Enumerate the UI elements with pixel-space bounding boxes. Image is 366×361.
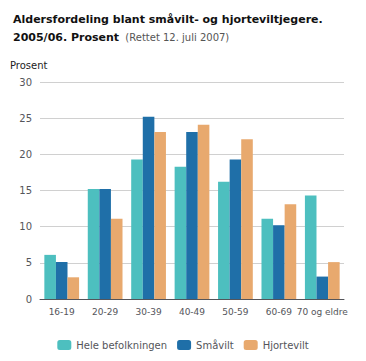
- svg-text:30: 30: [19, 77, 32, 88]
- svg-text:40-49: 40-49: [179, 307, 205, 317]
- svg-text:Aldersfordeling blant småvilt-: Aldersfordeling blant småvilt- og hjorte…: [13, 13, 323, 26]
- svg-text:10: 10: [19, 221, 32, 232]
- svg-text:2005/06. Prosent: 2005/06. Prosent: [13, 31, 119, 44]
- svg-text:5: 5: [26, 257, 32, 268]
- svg-text:Prosent: Prosent: [10, 60, 48, 71]
- svg-text:Hjortevilt: Hjortevilt: [263, 340, 309, 351]
- svg-text:30-39: 30-39: [135, 307, 161, 317]
- svg-text:16-19: 16-19: [49, 307, 75, 317]
- svg-text:Småvilt: Småvilt: [196, 339, 234, 351]
- svg-text:Hele befolkningen: Hele befolkningen: [76, 340, 167, 351]
- svg-text:15: 15: [19, 185, 32, 196]
- svg-text:(Rettet 12. juli 2007): (Rettet 12. juli 2007): [125, 32, 229, 43]
- svg-text:70 og eldre: 70 og eldre: [297, 307, 349, 317]
- svg-text:20: 20: [19, 149, 32, 160]
- svg-text:50-59: 50-59: [222, 307, 248, 317]
- svg-text:0: 0: [26, 294, 32, 305]
- svg-text:25: 25: [19, 113, 32, 124]
- svg-text:60-69: 60-69: [266, 307, 292, 317]
- svg-text:20-29: 20-29: [92, 307, 118, 317]
